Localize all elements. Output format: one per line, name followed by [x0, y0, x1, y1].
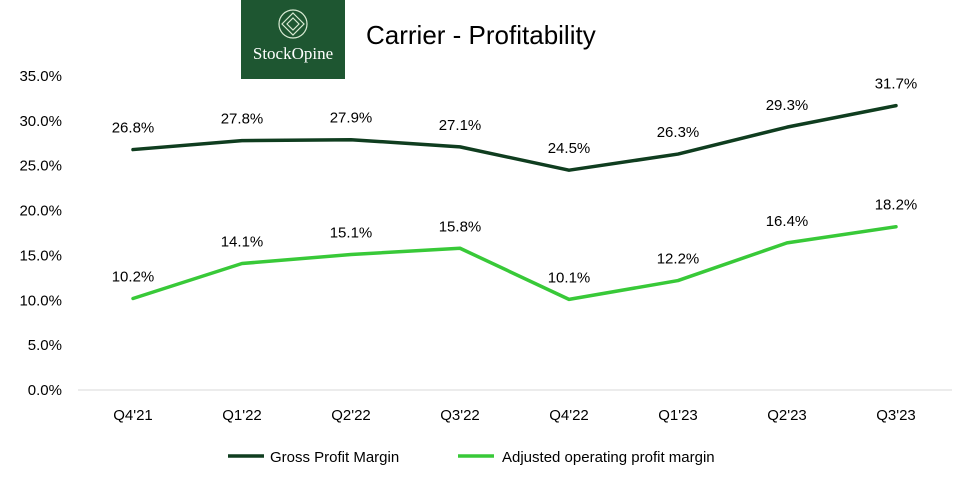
legend[interactable]: Gross Profit Margin Adjusted operating pr… [228, 449, 715, 466]
data-label: 27.9% [330, 110, 373, 127]
data-label: 15.8% [439, 218, 482, 235]
data-label: 10.2% [112, 268, 155, 285]
x-tick-label: Q1'23 [658, 407, 698, 424]
y-tick-label: 20.0% [19, 203, 62, 220]
data-label: 26.3% [657, 124, 700, 141]
data-label: 27.1% [439, 117, 482, 134]
chart-title: Carrier - Profitability [366, 20, 596, 50]
series-lines [131, 103, 898, 302]
x-tick-label: Q4'21 [113, 407, 153, 424]
legend-label-1[interactable]: Adjusted operating profit margin [502, 449, 715, 466]
data-label: 14.1% [221, 234, 264, 251]
series-line-1 [131, 224, 898, 302]
data-label: 16.4% [766, 213, 809, 230]
legend-label-0[interactable]: Gross Profit Margin [270, 449, 399, 466]
y-axis-labels: 0.0% 5.0% 10.0% 15.0% 20.0% 25.0% 30.0% 35.0% [19, 68, 62, 399]
data-label: 10.1% [548, 269, 591, 286]
y-tick-label: 35.0% [19, 68, 62, 85]
y-tick-label: 25.0% [19, 158, 62, 175]
data-label: 31.7% [875, 76, 918, 93]
data-label: 27.8% [221, 111, 264, 128]
x-tick-label: Q2'22 [331, 407, 371, 424]
y-tick-label: 30.0% [19, 113, 62, 130]
y-tick-label: 10.0% [19, 292, 62, 309]
x-axis-labels: Q4'21 Q1'22 Q2'22 Q3'22 Q4'22 Q1'23 Q2'23 Q3'23 [113, 407, 916, 424]
data-label: 15.1% [330, 225, 373, 242]
data-label: 29.3% [766, 97, 809, 114]
data-label: 12.2% [657, 251, 700, 268]
x-tick-label: Q2'23 [767, 407, 807, 424]
x-tick-label: Q1'22 [222, 407, 262, 424]
y-tick-label: 0.0% [28, 382, 62, 399]
x-tick-label: Q3'23 [876, 407, 916, 424]
logo-text: StockOpine [252, 44, 334, 63]
diamond-logo-icon [278, 9, 308, 39]
y-tick-label: 15.0% [19, 247, 62, 264]
data-label: 24.5% [548, 140, 591, 157]
series-line-0 [131, 103, 898, 172]
data-label: 18.2% [875, 197, 918, 214]
y-tick-label: 5.0% [28, 337, 62, 354]
data-labels: 26.8% 27.8% 27.9% 27.1% 24.5% 26.3% 29.3% 31.7%… [112, 76, 918, 287]
x-tick-label: Q3'22 [440, 407, 480, 424]
stockopine-logo: StockOpine [241, 0, 345, 79]
data-label: 26.8% [112, 120, 155, 137]
x-tick-label: Q4'22 [549, 407, 589, 424]
